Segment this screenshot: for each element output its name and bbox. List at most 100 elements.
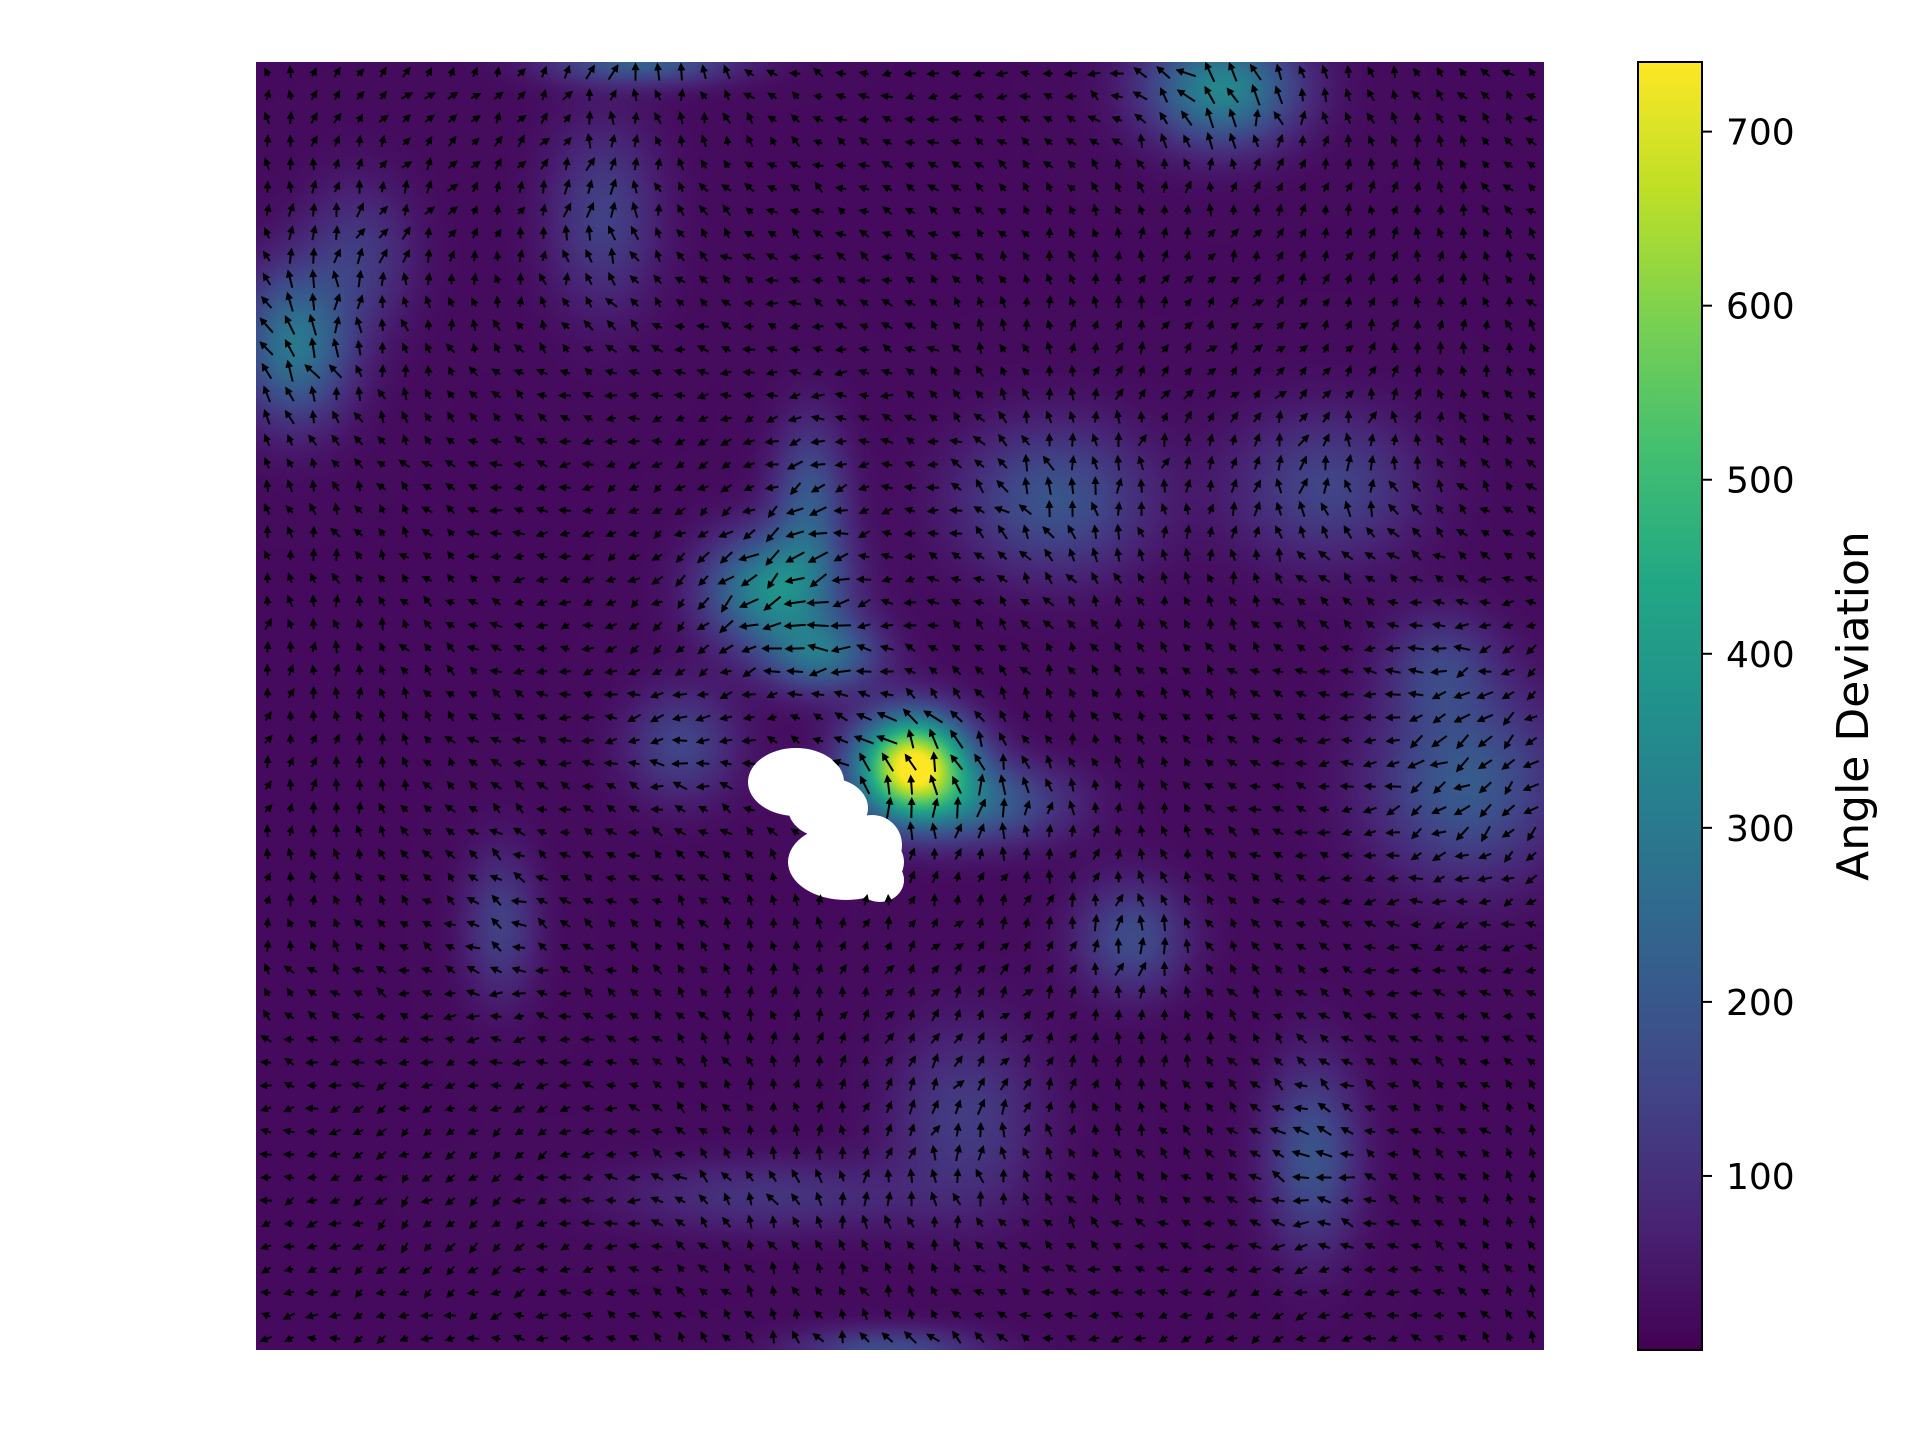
quiver-arrow xyxy=(1394,69,1395,78)
quiver-arrow xyxy=(1095,966,1096,975)
quiver-arrow xyxy=(1187,1058,1188,1068)
quiver-arrow xyxy=(497,255,498,261)
quiver-arrow xyxy=(474,254,475,261)
quiver-arrow xyxy=(953,441,962,442)
quiver-arrow xyxy=(359,805,360,814)
quiver-arrow xyxy=(1046,1338,1053,1339)
quiver-arrow xyxy=(1530,625,1536,626)
quiver-arrow xyxy=(787,625,805,626)
quiver-arrow xyxy=(955,73,961,74)
quiver-arrow xyxy=(382,322,383,331)
quiver-arrow xyxy=(1345,878,1352,879)
quiver-arrow xyxy=(428,252,429,262)
quiver-arrow xyxy=(290,161,291,170)
quiver-arrow xyxy=(1276,1269,1284,1270)
quiver-arrow xyxy=(609,1154,616,1155)
colorbar-tick-label: 600 xyxy=(1726,287,1795,328)
quiver-arrow xyxy=(1345,740,1352,741)
quiver-arrow xyxy=(290,807,291,813)
quiver-arrow xyxy=(566,161,567,170)
quiver-arrow xyxy=(562,763,571,764)
quiver-arrow xyxy=(1118,875,1119,883)
quiver-arrow xyxy=(773,1289,774,1296)
quiver-arrow xyxy=(1026,414,1027,424)
quiver-arrow xyxy=(819,1012,820,1022)
quiver-arrow xyxy=(1367,947,1375,948)
quiver-arrow xyxy=(586,510,593,511)
quiver-arrow xyxy=(424,1062,433,1063)
quiver-arrow xyxy=(336,644,337,653)
quiver-arrow xyxy=(1253,786,1260,787)
quiver-arrow xyxy=(359,390,360,401)
quiver-arrow xyxy=(562,1200,571,1201)
quiver-arrow xyxy=(1233,253,1234,262)
quiver-arrow xyxy=(907,602,916,603)
quiver-arrow xyxy=(1299,1338,1306,1339)
quiver-arrow xyxy=(267,943,268,951)
quiver-arrow xyxy=(631,855,640,856)
quiver-arrow xyxy=(1164,918,1165,931)
quiver-arrow xyxy=(1251,1200,1261,1201)
quiver-arrow xyxy=(608,1131,617,1132)
quiver-arrow xyxy=(1482,947,1491,948)
quiver-arrow xyxy=(842,921,843,928)
quiver-arrow xyxy=(1072,481,1073,494)
quiver-arrow xyxy=(382,275,383,285)
quiver-arrow xyxy=(1323,970,1329,971)
quiver-arrow xyxy=(1095,346,1096,353)
quiver-arrow xyxy=(1390,855,1400,856)
quiver-arrow xyxy=(1164,941,1165,954)
quiver-arrow xyxy=(1072,896,1073,907)
quiver-arrow xyxy=(332,1085,342,1086)
quiver-arrow xyxy=(1371,504,1372,517)
quiver-arrow xyxy=(1095,528,1096,539)
quiver-arrow xyxy=(1275,763,1285,764)
quiver-arrow xyxy=(1389,648,1400,649)
quiver-arrow xyxy=(1072,369,1073,377)
quiver-arrow xyxy=(264,1062,271,1063)
quiver-arrow xyxy=(493,1062,503,1063)
quiver-arrow xyxy=(562,740,572,741)
quiver-arrow xyxy=(632,763,640,764)
quiver-arrow xyxy=(793,73,800,74)
quiver-arrow xyxy=(1463,231,1464,239)
quiver-arrow xyxy=(382,299,383,308)
quiver-arrow xyxy=(1256,254,1257,260)
quiver-arrow xyxy=(313,668,314,674)
quiver-arrow xyxy=(885,280,892,281)
quiver-arrow xyxy=(267,600,268,606)
quiver-arrow xyxy=(842,1334,843,1343)
quiver-arrow xyxy=(954,96,962,97)
quiver-arrow xyxy=(1003,802,1004,818)
quiver-arrow xyxy=(747,303,753,304)
quiver-arrow xyxy=(1505,878,1515,879)
quiver-arrow xyxy=(1072,875,1073,883)
quiver-arrow xyxy=(1024,73,1030,74)
quiver-arrow xyxy=(908,487,916,488)
quiver-arrow xyxy=(767,671,780,672)
quiver-arrow xyxy=(658,161,659,169)
quiver-arrow xyxy=(834,625,851,626)
quiver-arrow xyxy=(1210,484,1211,492)
quiver-arrow xyxy=(1049,828,1050,837)
quiver-arrow xyxy=(724,671,732,672)
quiver-arrow xyxy=(796,1312,797,1319)
quiver-arrow xyxy=(957,801,958,819)
quiver-arrow xyxy=(1368,1131,1375,1132)
quiver-arrow xyxy=(1325,254,1326,261)
quiver-arrow xyxy=(678,1154,685,1155)
quiver-arrow xyxy=(750,1129,751,1135)
quiver-arrow xyxy=(1417,438,1418,446)
quiver-arrow xyxy=(931,464,938,465)
quiver-arrow xyxy=(817,96,823,97)
quiver-arrow xyxy=(1045,1292,1054,1293)
quiver-arrow xyxy=(1072,436,1073,446)
colorbar-tick-label: 100 xyxy=(1726,1157,1795,1198)
quiver-arrow xyxy=(1207,1269,1213,1270)
quiver-arrow xyxy=(449,1039,455,1040)
quiver-arrow xyxy=(701,694,709,695)
quiver-arrow xyxy=(402,993,409,994)
quiver-arrow xyxy=(839,73,846,74)
quiver-arrow xyxy=(267,138,268,147)
quiver-arrow xyxy=(474,277,475,285)
